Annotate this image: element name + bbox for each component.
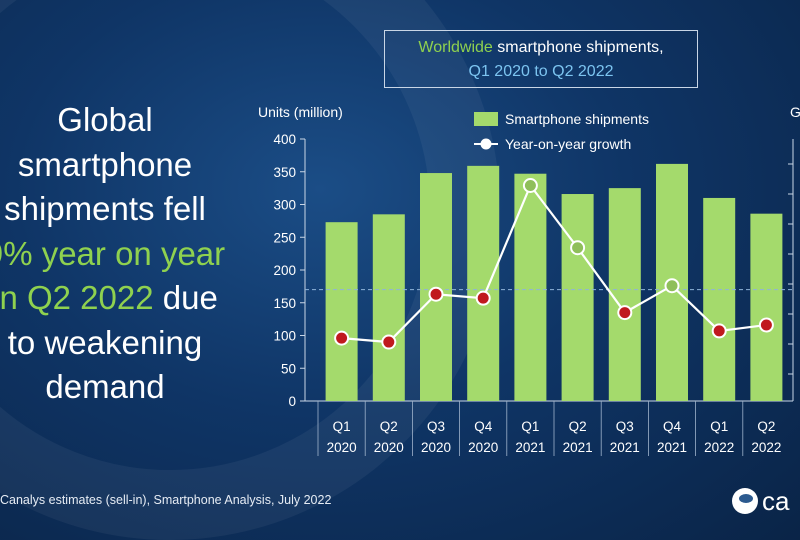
- headline-line-1: Global: [57, 101, 153, 138]
- y-axis-label: Units (million): [258, 104, 343, 120]
- x-tick-year: 2020: [468, 440, 498, 455]
- growth-point-q4-2021: [664, 278, 680, 294]
- source-note: Canalys estimates (sell-in), Smartphone …: [0, 493, 332, 507]
- y-tick-label: 400: [273, 132, 296, 147]
- headline-line-3: shipments fell: [4, 190, 206, 227]
- growth-point-q1-2022: [711, 323, 727, 339]
- y-tick-label: 300: [273, 198, 296, 213]
- legend-line-label: Year-on-year growth: [505, 136, 631, 152]
- bar-q4-2020: [467, 165, 500, 401]
- growth-point-q1-2020: [334, 330, 350, 346]
- x-tick-quarter: Q3: [427, 419, 445, 434]
- y-tick-label: 100: [273, 329, 296, 344]
- growth-point-q2-2020: [381, 334, 397, 350]
- y-tick-label: 200: [273, 263, 296, 278]
- x-tick-year: 2021: [515, 440, 545, 455]
- x-tick-year: 2020: [421, 440, 451, 455]
- chart-title-rest: smartphone shipments,: [492, 39, 664, 56]
- y-tick-label: 350: [273, 165, 296, 180]
- x-tick-quarter: Q1: [710, 419, 728, 434]
- legend-bar-swatch: [474, 112, 498, 126]
- bar-q1-2022: [703, 197, 736, 401]
- chart-title-box: Worldwide smartphone shipments, Q1 2020 …: [384, 30, 698, 88]
- x-tick-quarter: Q2: [757, 419, 775, 434]
- x-tick-quarter: Q2: [380, 419, 398, 434]
- chart-title-highlight: Worldwide: [418, 39, 493, 56]
- x-tick-quarter: Q1: [333, 419, 351, 434]
- x-tick-quarter: Q1: [521, 419, 539, 434]
- headline-line-5: in Q2 2022 due: [0, 276, 230, 321]
- growth-point-q3-2021: [617, 305, 633, 321]
- headline-line-5-rest: due: [153, 279, 218, 316]
- bar-q2-2022: [750, 213, 783, 401]
- headline-line-7: demand: [45, 368, 165, 405]
- x-tick-quarter: Q2: [569, 419, 587, 434]
- legend-bar-label: Smartphone shipments: [505, 111, 649, 127]
- brand-logo: ca: [732, 486, 789, 517]
- y-tick-label: 250: [273, 230, 296, 245]
- legend-line-marker: [480, 138, 492, 150]
- canalys-logo-icon: [732, 488, 758, 514]
- headline-line-4: 9% year on year: [0, 234, 226, 272]
- bar-q1-2020: [325, 222, 358, 401]
- growth-point-q1-2021: [522, 178, 538, 194]
- growth-point-q2-2021: [570, 240, 586, 256]
- growth-point-q2-2022: [758, 317, 774, 333]
- x-tick-year: 2021: [657, 440, 687, 455]
- brand-name: ca: [762, 486, 790, 516]
- chart-title-line-2: Q1 2020 to Q2 2022: [468, 63, 614, 80]
- bar-q3-2021: [608, 188, 641, 401]
- right-axis-label: G: [790, 104, 800, 120]
- x-tick-year: 2022: [704, 440, 734, 455]
- y-tick-label: 0: [288, 394, 296, 409]
- x-tick-year: 2020: [327, 440, 357, 455]
- x-tick-quarter: Q4: [663, 419, 682, 434]
- headline: Global smartphone shipments fell 9% year…: [0, 98, 230, 410]
- x-tick-year: 2022: [751, 440, 781, 455]
- x-tick-quarter: Q4: [474, 419, 493, 434]
- chart-title-line-1: Worldwide smartphone shipments,: [385, 36, 697, 60]
- x-tick-year: 2021: [563, 440, 593, 455]
- bar-q1-2021: [514, 173, 547, 401]
- x-tick-year: 2020: [374, 440, 404, 455]
- y-tick-label: 50: [281, 361, 296, 376]
- x-tick-quarter: Q3: [616, 419, 634, 434]
- headline-line-5-highlight: in Q2 2022: [0, 279, 154, 316]
- headline-line-6: to weakening: [7, 323, 203, 361]
- bar-q2-2020: [372, 214, 405, 401]
- growth-point-q4-2020: [475, 290, 491, 306]
- growth-line: [341, 183, 767, 344]
- headline-line-2: smartphone: [17, 145, 193, 183]
- bar-q2-2021: [561, 194, 594, 401]
- x-tick-year: 2021: [610, 440, 640, 455]
- growth-point-q3-2020: [428, 286, 444, 302]
- y-tick-label: 150: [273, 296, 296, 311]
